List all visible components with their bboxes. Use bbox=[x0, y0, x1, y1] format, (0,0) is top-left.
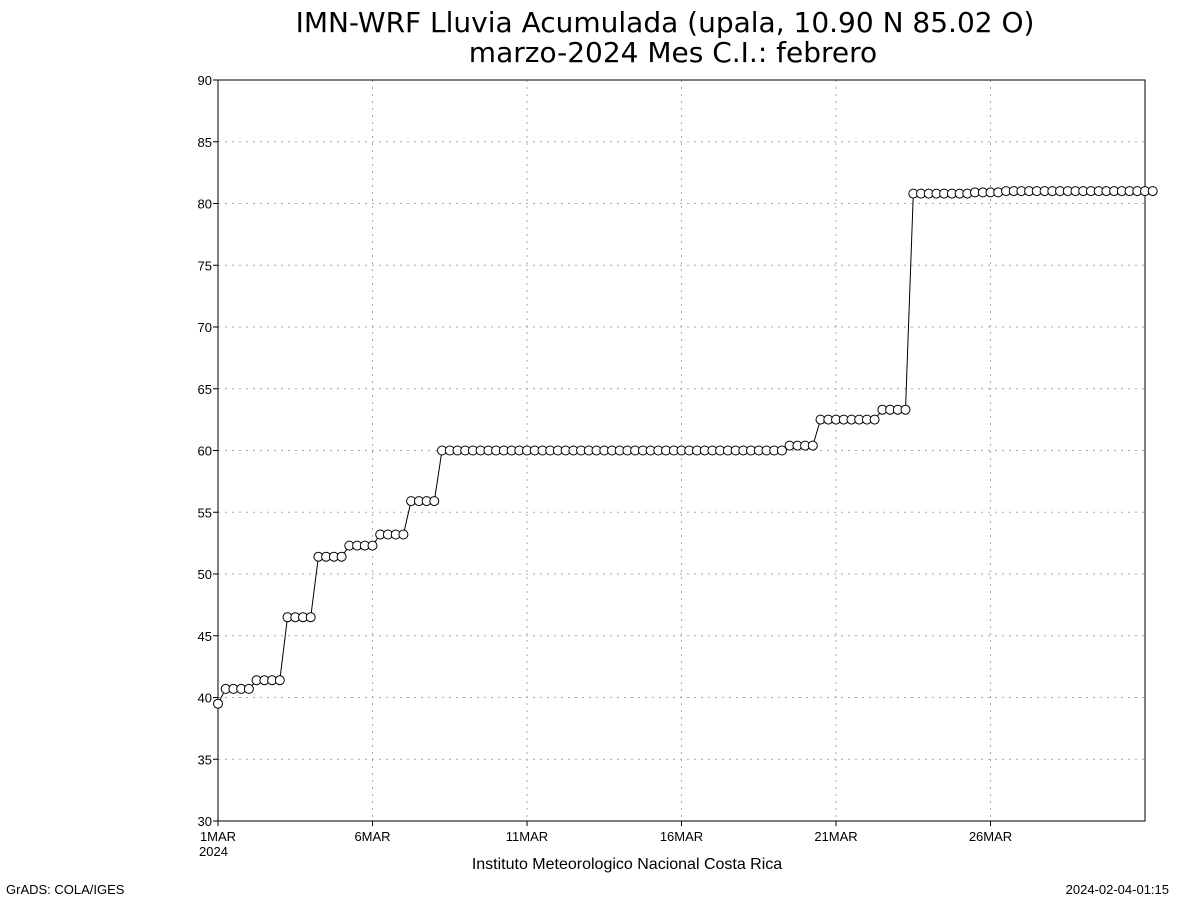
y-tick-label: 70 bbox=[198, 320, 212, 335]
data-point bbox=[1147, 186, 1158, 197]
y-axis: 30 35 40 45 50 55 60 65 70 75 80 85 90 bbox=[198, 73, 218, 829]
data-point bbox=[807, 440, 818, 451]
y-tick-label: 75 bbox=[198, 258, 212, 273]
y-tick-label: 30 bbox=[198, 814, 212, 829]
chart-title: IMN-WRF Lluvia Acumulada (upala, 10.90 N… bbox=[296, 6, 1035, 39]
series-markers bbox=[213, 186, 1158, 709]
y-tick-label: 80 bbox=[198, 197, 212, 212]
data-point bbox=[305, 612, 316, 623]
chart-subtitle: marzo-2024 Mes C.I.: febrero bbox=[469, 36, 877, 69]
grid-lines bbox=[218, 80, 1145, 821]
footer-credit: GrADS: COLA/IGES bbox=[6, 882, 125, 897]
x-tick-label: 21MAR bbox=[814, 829, 857, 844]
data-point bbox=[398, 529, 409, 540]
x-axis-label: Instituto Meteorologico Nacional Costa R… bbox=[472, 856, 782, 873]
y-tick-label: 40 bbox=[198, 691, 212, 706]
y-tick-label: 85 bbox=[198, 135, 212, 150]
y-tick-label: 50 bbox=[198, 567, 212, 582]
y-tick-label: 55 bbox=[198, 505, 212, 520]
x-tick-label: 11MAR bbox=[506, 829, 548, 844]
data-point bbox=[243, 683, 254, 694]
data-point bbox=[274, 675, 285, 686]
y-tick-label: 60 bbox=[198, 444, 212, 459]
x-tick-label: 26MAR bbox=[969, 829, 1012, 844]
data-point bbox=[776, 445, 787, 456]
footer-timestamp: 2024-02-04-01:15 bbox=[1066, 882, 1169, 897]
y-tick-label: 65 bbox=[198, 382, 212, 397]
data-point bbox=[900, 404, 911, 415]
data-point bbox=[336, 551, 347, 562]
x-tick-label: 6MAR bbox=[354, 829, 390, 844]
data-point bbox=[213, 698, 223, 709]
y-tick-label: 35 bbox=[198, 752, 212, 767]
x-tick-label: 1MAR bbox=[200, 829, 236, 844]
data-point bbox=[367, 540, 378, 551]
y-tick-label: 45 bbox=[198, 629, 212, 644]
y-tick-label: 90 bbox=[198, 73, 212, 88]
x-tick-label: 16MAR bbox=[660, 829, 703, 844]
data-point bbox=[429, 496, 440, 507]
x-axis: 1MAR 6MAR 11MAR 16MAR 21MAR 26MAR bbox=[200, 821, 1012, 844]
x-year-label: 2024 bbox=[199, 844, 228, 859]
data-point bbox=[869, 414, 880, 425]
